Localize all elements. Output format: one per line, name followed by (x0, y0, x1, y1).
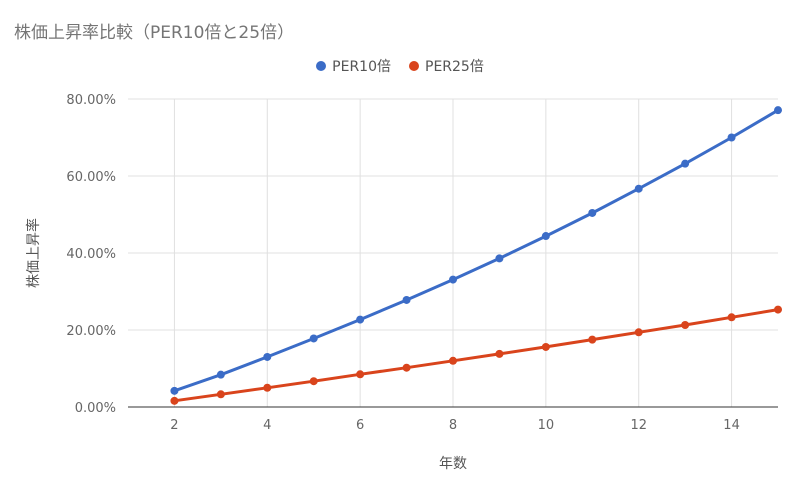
data-point-1 (495, 349, 504, 358)
data-point-1 (402, 363, 411, 372)
y-tick-label: 60.00% (66, 170, 116, 185)
y-tick-label: 80.00% (66, 93, 116, 108)
y-tick-label: 0.00% (75, 401, 116, 416)
data-point-0 (170, 386, 179, 395)
data-point-0 (449, 275, 457, 284)
data-point-1 (634, 328, 643, 337)
data-point-0 (309, 334, 318, 343)
legend-marker-per25 (409, 61, 419, 71)
data-point-1 (309, 377, 318, 386)
data-point-1 (727, 313, 736, 322)
data-point-0 (216, 370, 225, 379)
data-point-0 (495, 254, 504, 263)
legend-marker-per10 (316, 61, 327, 71)
series-line-1 (174, 308, 779, 403)
legend-item-per25[interactable]: PER25倍 (409, 56, 484, 76)
data-point-1 (356, 370, 365, 379)
x-tick-label: 14 (723, 418, 740, 433)
data-point-0 (634, 184, 643, 193)
data-point-0 (774, 106, 782, 115)
legend-label-per25: PER25倍 (425, 59, 484, 75)
legend-label-per10: PER10倍 (332, 59, 391, 75)
y-tick-label: 40.00% (66, 247, 116, 262)
data-point-0 (356, 315, 365, 324)
data-point-1 (681, 320, 690, 329)
x-tick-label: 10 (538, 418, 555, 433)
data-point-1 (263, 383, 272, 392)
x-axis-title: 年数 (439, 456, 467, 472)
data-point-0 (588, 208, 597, 217)
data-point-0 (263, 352, 272, 361)
legend: PER10倍 PER25倍 (0, 56, 800, 76)
x-tick-label: 2 (170, 418, 178, 433)
x-tick-label: 4 (263, 418, 271, 433)
data-point-0 (681, 159, 690, 168)
y-axis-title: 株価上昇率 (25, 218, 42, 288)
data-point-0 (402, 295, 411, 304)
data-point-1 (541, 342, 550, 351)
data-point-0 (727, 133, 736, 142)
x-tick-label: 6 (356, 418, 364, 433)
y-tick-label: 20.00% (66, 324, 116, 339)
data-point-1 (216, 390, 225, 399)
x-tick-label: 8 (449, 418, 457, 433)
data-point-1 (774, 305, 782, 314)
data-point-1 (588, 335, 597, 344)
data-point-0 (541, 232, 550, 241)
data-point-1 (449, 356, 457, 365)
data-point-1 (170, 396, 179, 405)
x-tick-label: 12 (630, 418, 647, 433)
legend-item-per10[interactable]: PER10倍 (316, 56, 391, 76)
series-line-0 (173, 108, 779, 393)
chart-title: 株価上昇率比較（PER10倍と25倍） (14, 23, 295, 43)
